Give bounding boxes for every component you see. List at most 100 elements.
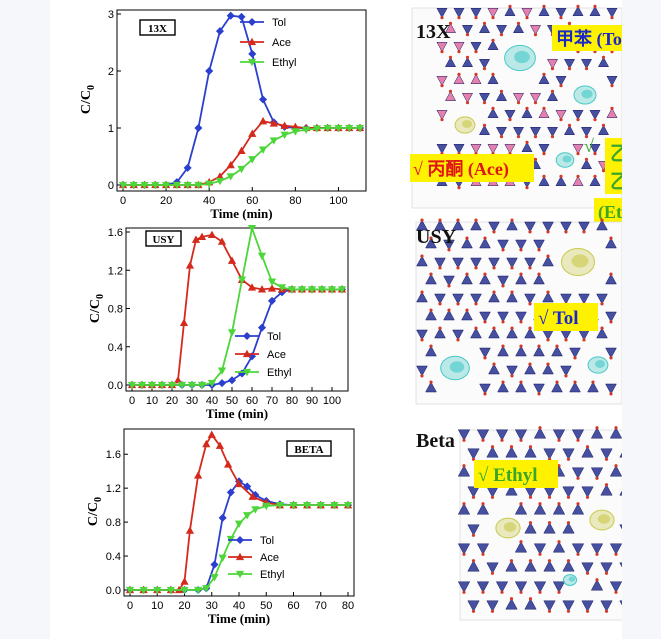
framework-tetrahedron (467, 600, 480, 612)
framework-tetrahedron (606, 76, 618, 87)
oxygen-atom (491, 72, 495, 76)
oxygen-atom (490, 445, 495, 449)
oxygen-atom (600, 326, 604, 330)
oxygen-atom (448, 55, 453, 60)
legend-label: Ace (260, 552, 279, 564)
framework-tetrahedron (609, 581, 622, 593)
oxygen-atom (593, 118, 597, 122)
oxygen-atom (566, 609, 571, 613)
oxygen-atom (429, 308, 433, 312)
oxygen-atom (492, 290, 496, 294)
chart-tag-box (145, 230, 182, 247)
data-point-marker (247, 224, 257, 233)
framework-tetrahedron (444, 56, 457, 67)
framework-tetrahedron (505, 446, 518, 458)
x-tick-label: 90 (306, 395, 318, 407)
oxygen-atom (528, 230, 532, 234)
oxygen-atom (595, 426, 599, 430)
y-axis-label: C/C0 (79, 85, 97, 114)
data-point-marker (183, 163, 192, 172)
oxygen-atom (614, 552, 618, 556)
oxygen-atom (508, 4, 512, 8)
oxygen-atom (499, 135, 504, 139)
data-point-marker (194, 181, 203, 190)
x-tick-label: 40 (203, 195, 215, 207)
x-tick-label: 30 (186, 395, 198, 407)
oxygen-atom (456, 338, 460, 342)
oxygen-atom (457, 16, 461, 20)
oxygen-atom (525, 16, 529, 20)
framework-tetrahedron (512, 127, 525, 138)
oxygen-atom (537, 272, 541, 276)
y-axis-label-main: C/C (86, 502, 101, 526)
framework-tetrahedron (555, 110, 567, 121)
oxygen-atom (538, 590, 542, 594)
framework-tetrahedron (542, 363, 554, 375)
framework-tetrahedron (524, 293, 536, 305)
framework-tetrahedron (470, 73, 482, 84)
legend-item-ace: Ace (240, 37, 291, 49)
data-point-marker (258, 116, 268, 125)
framework-tetrahedron (524, 598, 537, 610)
framework-tetrahedron (562, 600, 575, 612)
framework-tetrahedron (443, 309, 455, 321)
oxygen-atom (557, 464, 561, 468)
data-point-marker (217, 367, 227, 375)
oxygen-atom (429, 380, 433, 384)
oxygen-atom (491, 38, 495, 43)
oxygen-atom (525, 186, 529, 190)
framework-tetrahedron (524, 446, 537, 458)
framework-tetrahedron (590, 579, 604, 591)
framework-tetrahedron (436, 144, 448, 155)
oxygen-atom (440, 118, 444, 122)
framework-tetrahedron (479, 273, 491, 285)
data-point-marker (302, 126, 311, 134)
x-tick-label: 100 (329, 195, 347, 207)
framework-tetrahedron (453, 144, 465, 155)
data-point-marker (215, 27, 224, 36)
data-point-marker (247, 17, 257, 27)
framework-tetrahedron (470, 293, 482, 305)
adsorbate-molecule (461, 120, 473, 128)
framework-tetrahedron (425, 381, 437, 393)
oxygen-atom (519, 438, 523, 442)
framework-tetrahedron (457, 581, 471, 593)
y-axis-label: C/C0 (86, 497, 104, 526)
framework-tetrahedron (619, 562, 622, 568)
framework-tetrahedron (619, 490, 622, 496)
framework-tetrahedron (444, 22, 457, 33)
oxygen-atom (564, 230, 568, 234)
framework-tetrahedron (444, 90, 457, 101)
tag-ethyl-cn-2: 乙酯 (610, 170, 622, 193)
framework-tetrahedron (443, 275, 455, 287)
data-point-marker (275, 501, 284, 510)
framework-tetrahedron (416, 365, 428, 377)
framework-tetrahedron (521, 141, 533, 152)
oxygen-atom (609, 356, 613, 360)
x-tick-label: 70 (266, 395, 278, 407)
data-point-marker (127, 381, 137, 390)
framework-tetrahedron (495, 581, 509, 593)
data-point-marker (202, 585, 211, 593)
framework-tetrahedron (470, 144, 482, 155)
x-tick-label: 60 (246, 395, 258, 407)
framework-tetrahedron (538, 144, 550, 155)
oxygen-atom (542, 152, 546, 156)
framework-tetrahedron (619, 600, 622, 606)
framework-tetrahedron (529, 25, 542, 36)
framework-tetrahedron (543, 600, 556, 612)
framework-tetrahedron (434, 257, 446, 269)
framework-tetrahedron (524, 522, 537, 534)
framework-tetrahedron (495, 90, 508, 101)
framework-tetrahedron (486, 600, 499, 612)
data-point-marker (205, 66, 214, 76)
data-point-marker (179, 318, 189, 327)
framework-tetrahedron (600, 484, 613, 496)
data-point-marker (227, 376, 237, 385)
framework-tetrahedron (524, 327, 536, 339)
data-point-marker (323, 124, 332, 133)
chart-tag: 13X (148, 23, 167, 35)
data-point-marker (242, 331, 252, 341)
oxygen-atom (557, 540, 561, 544)
oxygen-atom (516, 135, 521, 139)
